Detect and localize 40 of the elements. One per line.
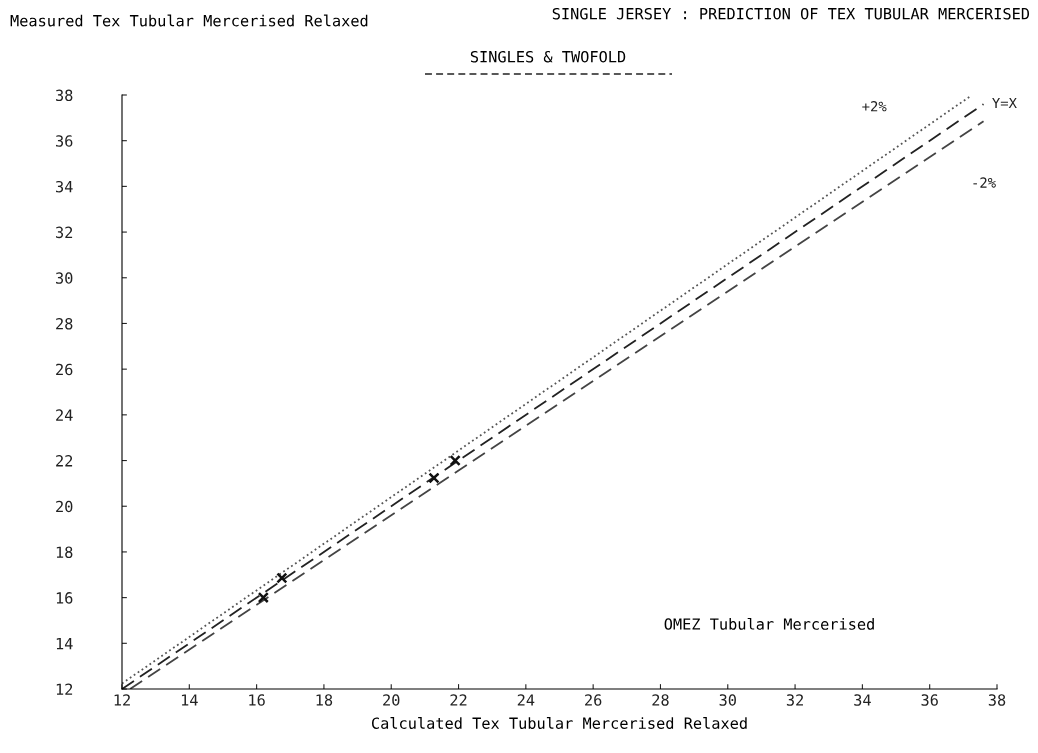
y-tick-label: 36 <box>56 135 73 147</box>
x-tick-label: 16 <box>249 694 265 706</box>
x-tick-label: 12 <box>114 694 130 706</box>
y-tick-label: 12 <box>56 683 73 695</box>
y-tick-label: 22 <box>56 455 73 467</box>
y-tick-label: 30 <box>56 272 73 284</box>
x-tick-label: 26 <box>585 694 602 706</box>
x-tick-label: 36 <box>921 694 938 706</box>
x-tick-label: 32 <box>786 694 803 706</box>
y-tick-label: 24 <box>56 409 73 421</box>
point <box>276 572 288 584</box>
text: +2% <box>862 101 887 112</box>
x-tick-label: 38 <box>988 694 1006 706</box>
annotation: OMEZ Tubular Mercerised <box>664 617 874 630</box>
x-tick-label: 30 <box>719 694 736 706</box>
point <box>449 454 461 467</box>
y-tick-label: 14 <box>56 638 73 650</box>
y-tick-label: 34 <box>56 180 73 193</box>
x-tick-label: 28 <box>652 694 669 706</box>
y-tick-label: 26 <box>56 363 73 376</box>
chart-title: SINGLE JERSEY : PREDICTION OF TEX TUBULAR MERCERISED <box>552 7 1030 20</box>
y-tick-label: 38 <box>56 89 73 102</box>
y-axis-title: Measured Tex Tubular Mercerised Relaxed <box>10 14 368 27</box>
x-tick-label: 34 <box>854 694 871 706</box>
y-tick-label: 20 <box>56 500 73 513</box>
point <box>428 472 440 484</box>
text: -2% <box>973 177 996 188</box>
y-tick-label: 32 <box>56 226 73 239</box>
x-tick-label: 22 <box>450 694 467 706</box>
y-tick-label: 16 <box>56 592 73 604</box>
x-tick-label: 20 <box>383 694 400 706</box>
chart-subtitle: SINGLES & TWOFOLD <box>470 50 626 63</box>
y-tick-label: 18 <box>56 546 73 558</box>
series-label: Y=X <box>992 97 1017 109</box>
x-tick-label: 24 <box>517 694 535 706</box>
point <box>257 591 269 604</box>
x-tick-label: 14 <box>181 694 198 706</box>
x-axis-title: Calculated Tex Tubular Mercerised Relaxed <box>371 717 747 729</box>
x-tick-label: 18 <box>316 694 333 706</box>
y-tick-label: 28 <box>56 317 73 330</box>
